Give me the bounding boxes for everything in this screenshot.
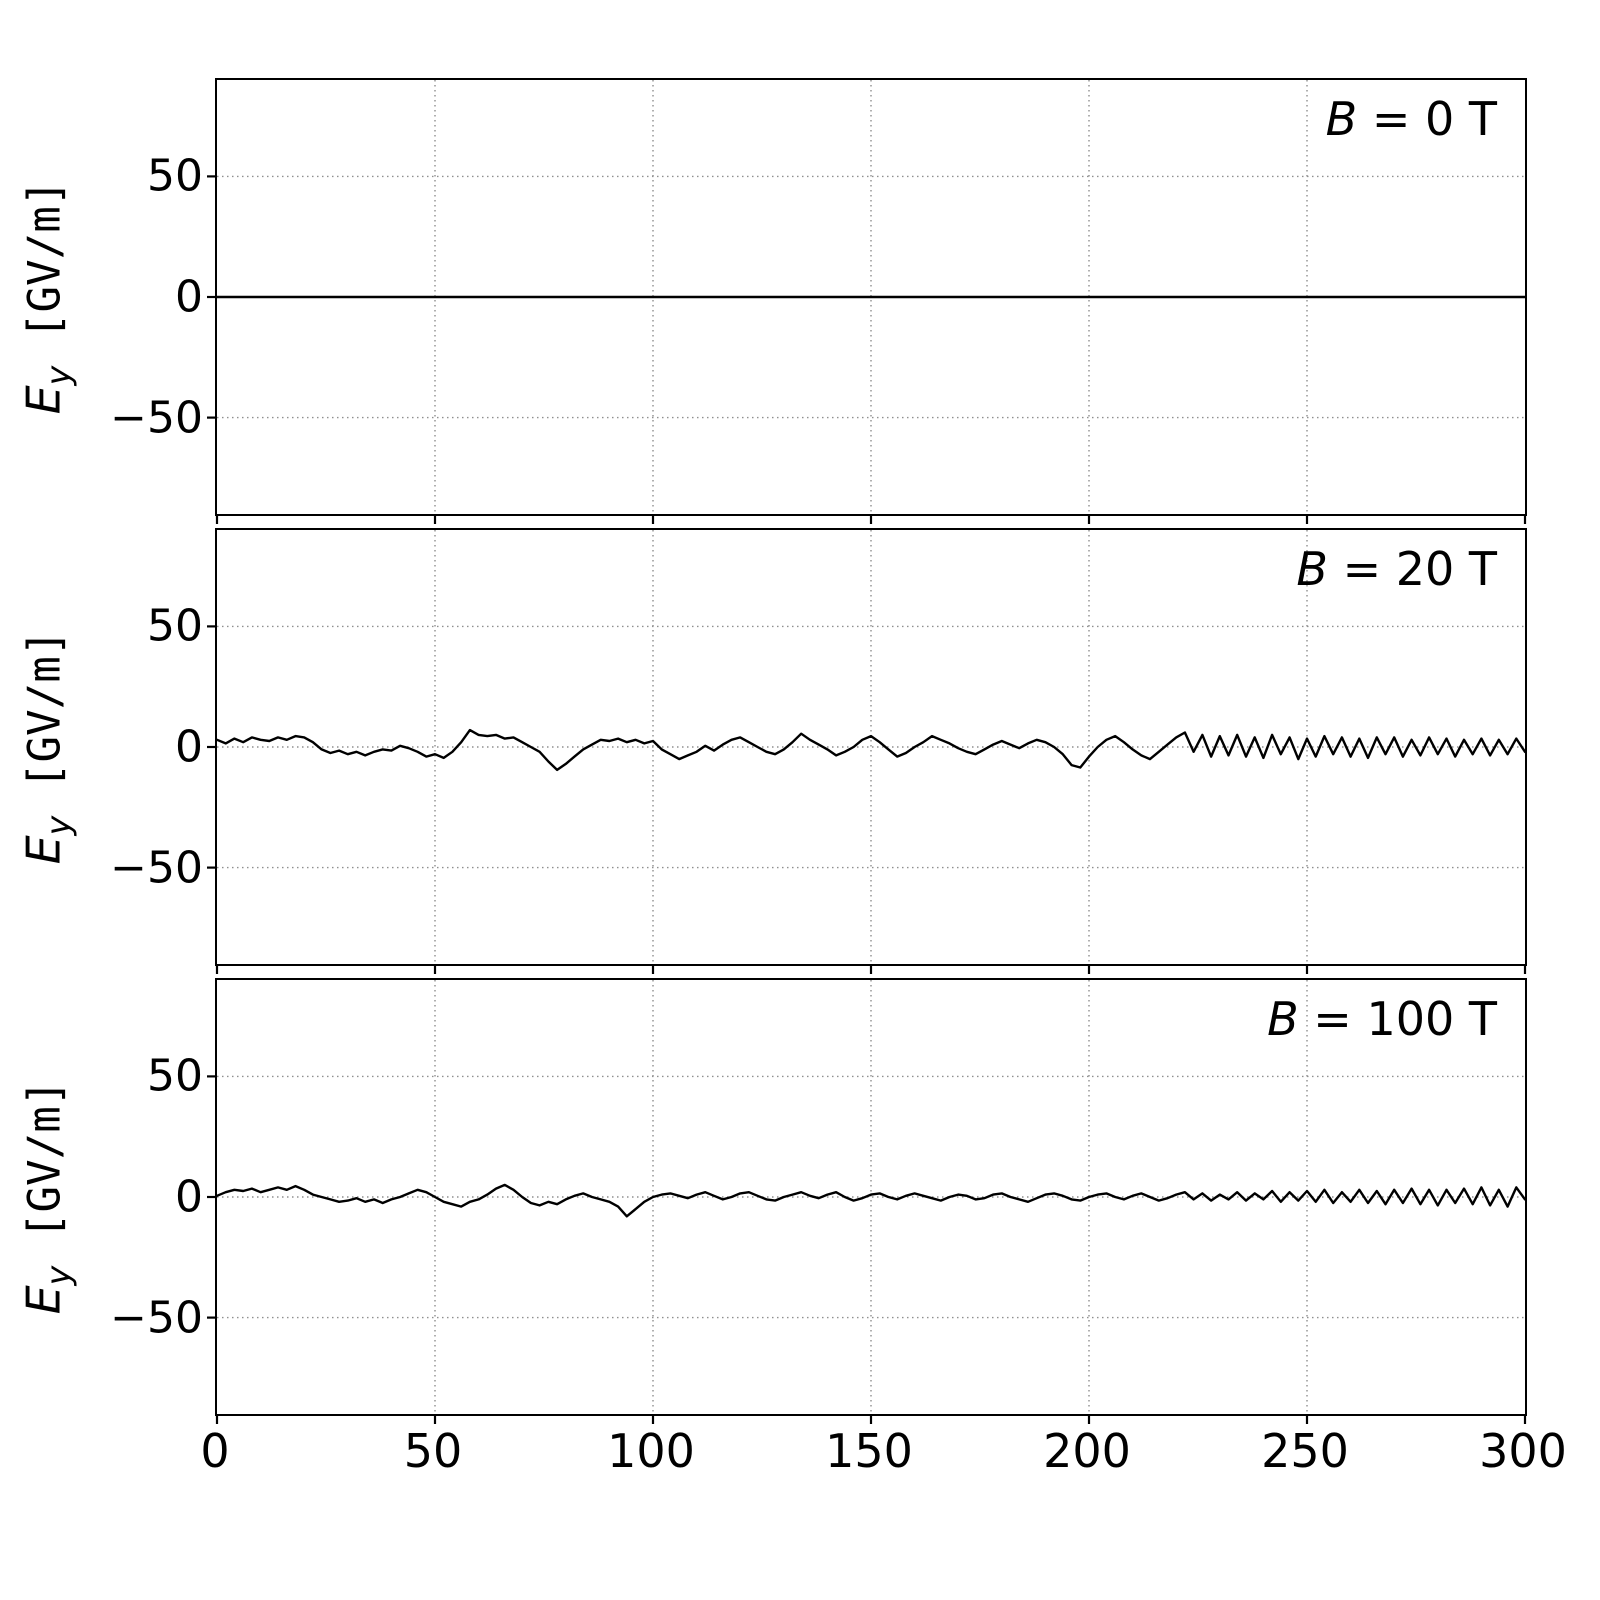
annotation-variable: B [1296,542,1328,596]
x-tick-label: 300 [1479,1424,1567,1478]
annotation-value: = 20 T [1327,542,1497,596]
y-axis-unit: [GV/m] [19,1079,71,1266]
plot-svg [207,530,1527,974]
panel-annotation: B = 100 T [1267,992,1497,1046]
y-axis-label: Ey [GV/m] [16,180,77,415]
y-axis-subscript: y [38,1265,78,1286]
y-tick-label: 0 [175,271,203,323]
annotation-value: = 0 T [1357,92,1497,146]
y-tick-label: 0 [175,1171,203,1223]
plot-area [207,80,1527,524]
panel-annotation: B = 20 T [1296,542,1497,596]
annotation-variable: B [1325,92,1358,146]
data-series [215,728,1527,772]
x-tick-label: 250 [1261,1424,1349,1478]
y-axis-variable: E [16,835,71,865]
y-axis-variable: E [16,385,71,415]
x-tick-label: 200 [1043,1424,1131,1478]
y-axis-subscript: y [38,815,78,836]
y-axis-label: Ey [GV/m] [16,1080,77,1315]
plot-svg [207,980,1527,1424]
annotation-value: = 100 T [1298,992,1497,1046]
plot-area [207,980,1527,1424]
y-axis-unit: [GV/m] [19,629,71,816]
annotation-variable: B [1267,992,1299,1046]
y-tick-label: −50 [110,392,203,444]
x-tick-label: 50 [403,1424,463,1478]
xtick-labels: 0 50 100 150 200 250 300 [200,1424,1567,1484]
y-tick-label: 0 [175,721,203,773]
y-tick-label: −50 [110,842,203,894]
data-series [215,1183,1527,1218]
panel: Ey [GV/m] 50 0 −50 B = 0 T [16,78,1527,524]
panel: Ey [GV/m] 50 0 −50 B = 20 T [16,528,1527,974]
y-tick-label: −50 [110,1292,203,1344]
plot-svg [207,80,1527,524]
panel-annotation: B = 0 T [1326,92,1497,146]
y-axis-label: Ey [GV/m] [16,630,77,865]
plot-area [207,530,1527,974]
x-tick-label: 150 [825,1424,913,1478]
y-tick-label: 50 [147,150,203,202]
x-tick-label: 0 [200,1424,230,1478]
y-axis-variable: E [16,1285,71,1315]
y-tick-label: 50 [147,600,203,652]
y-tick-label: 50 [147,1050,203,1102]
y-axis-subscript: y [38,365,78,386]
panel: Ey [GV/m] 50 0 −50 B = 100 T [16,978,1527,1424]
y-axis-unit: [GV/m] [19,179,71,366]
x-tick-label: 100 [607,1424,695,1478]
